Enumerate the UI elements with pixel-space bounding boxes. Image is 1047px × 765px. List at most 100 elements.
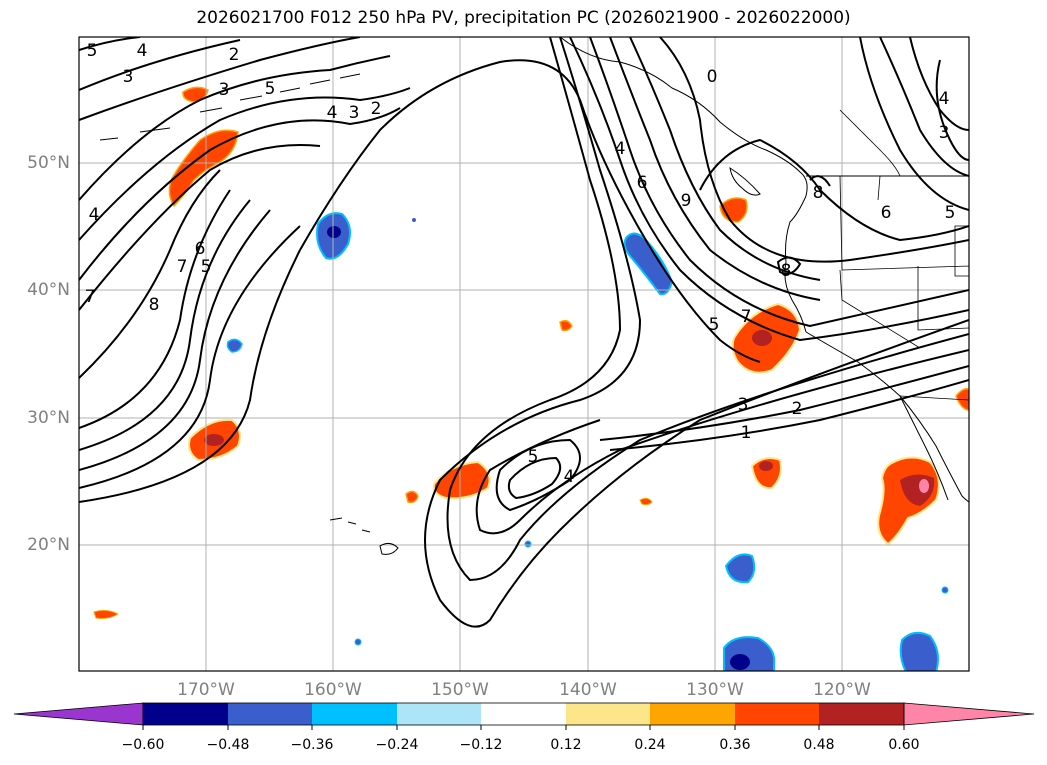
contour-label: 7 [177,257,188,277]
contour-label: 0 [707,67,718,87]
precip-positive-peak [919,479,929,493]
contour-label: 4 [137,41,148,61]
baja-coastline [899,395,949,501]
precip-negative-patch [226,338,243,353]
colorbar-segment [819,703,904,725]
contour-labels: 5 4 3 2 3 5 4 3 2 4 7 6 5 7 8 0 6 9 4 7 … [85,41,956,487]
colorbar-tick-label: −0.36 [290,737,334,753]
colorbar-segment [397,703,481,725]
precip-negative-dot [941,586,949,594]
pv-contour-ridge [659,37,969,263]
precip-positive-patch [405,490,419,504]
precip-negative-core [327,226,341,238]
colorbar-tick-label: 0.24 [634,737,666,753]
pv-contour-trough [446,37,969,582]
contour-label: 4 [89,205,100,225]
pv-contour-line [79,189,231,429]
pv-contour-trough [475,349,969,535]
alaska-coastline [559,37,808,197]
pv-contour-line [79,249,301,503]
map-area: 5 4 3 2 3 5 4 3 2 4 7 6 5 7 8 0 6 9 4 7 … [79,37,969,671]
us-west-coastline [805,331,969,503]
pv-contour-high-lat [859,37,969,211]
contour-label: 4 [939,89,950,109]
precip-negative-dot [524,540,532,548]
contour-label: 4 [564,467,575,487]
pv-contour-ridge [299,59,761,363]
contour-label: 7 [741,307,752,327]
pv-contour-line [79,39,241,91]
precipitation-layer [93,86,969,671]
contour-label: 6 [637,173,648,193]
pv-contour-line [79,225,301,489]
coastlines [99,37,969,555]
contour-label: 8 [813,183,824,203]
lon-label-170w: 170°W [177,680,235,700]
pv-contour-closed [507,456,562,500]
lon-label-130w: 130°W [686,680,744,700]
lat-label-40n: 40°N [27,280,70,300]
contour-label: 2 [371,99,382,119]
colorbar-ticks [142,725,905,730]
contour-label: 5 [87,41,98,61]
contour-label: 3 [738,395,749,415]
precip-negative-patch [899,631,939,671]
pv-contour-high-lat [879,37,969,177]
pv-contour-line [79,37,361,121]
precip-positive-patch [639,497,653,506]
precip-positive-core [759,461,773,471]
pv-contour-trough [424,37,969,628]
contour-label: 1 [741,423,752,443]
contour-label: 2 [792,399,803,419]
precip-positive-patch [432,460,491,500]
pv-contour-line [79,107,401,281]
precip-negative-patch [724,553,756,584]
lon-label-160w: 160°W [304,680,362,700]
pv-contour-line [79,209,271,471]
contour-label: 6 [881,203,892,223]
colorbar-segment [228,703,312,725]
contour-label: 3 [939,123,950,143]
pv-contour-ridge [609,37,821,301]
precip-negative-patch [723,636,776,671]
pv-contour-line [79,55,391,201]
contour-label: 8 [781,261,792,281]
colorbar-segment [650,703,735,725]
colorbar-tick-label: 0.36 [719,737,751,753]
colorbar-tick-label: −0.24 [375,737,419,753]
pv-contour-line [609,379,969,451]
pv-contour-ridge [589,37,969,328]
precip-positive-patch [93,609,120,619]
precip-positive-core [204,434,224,446]
pv-contour-high-lat [699,138,969,242]
precip-positive-patch [182,86,209,103]
state-borders [839,175,969,349]
colorbar-segment [481,703,566,725]
contour-label: 3 [123,67,134,87]
lon-label-150w: 150°W [431,680,489,700]
pv-contour-line [79,144,321,311]
contour-label: 3 [349,103,360,123]
colorbar [13,702,1035,730]
pv-contour-line [599,365,969,441]
colorbar-tick-label: 0.48 [803,737,835,753]
contour-label: 3 [219,80,230,100]
precip-negative-dot [354,638,362,646]
vancouver-island [729,166,761,196]
contour-label: 5 [201,257,212,277]
aleutian-islands [99,73,361,141]
lat-label-50n: 50°N [27,153,70,173]
pv-contour-closed [495,438,581,512]
pv-contour-high-lat [935,59,969,161]
gridlines [79,37,969,671]
lon-label-120w: 120°W [813,680,871,700]
canada-coastline [784,195,807,333]
hawaiian-islands [329,517,399,555]
colorbar-low-extend [13,702,144,726]
colorbar-tick-label: 0.12 [550,737,582,753]
colorbar-segment [143,703,228,725]
colorbar-tick-label: −0.60 [121,737,165,753]
precip-positive-core [752,330,772,346]
contour-label: 8 [149,295,160,315]
